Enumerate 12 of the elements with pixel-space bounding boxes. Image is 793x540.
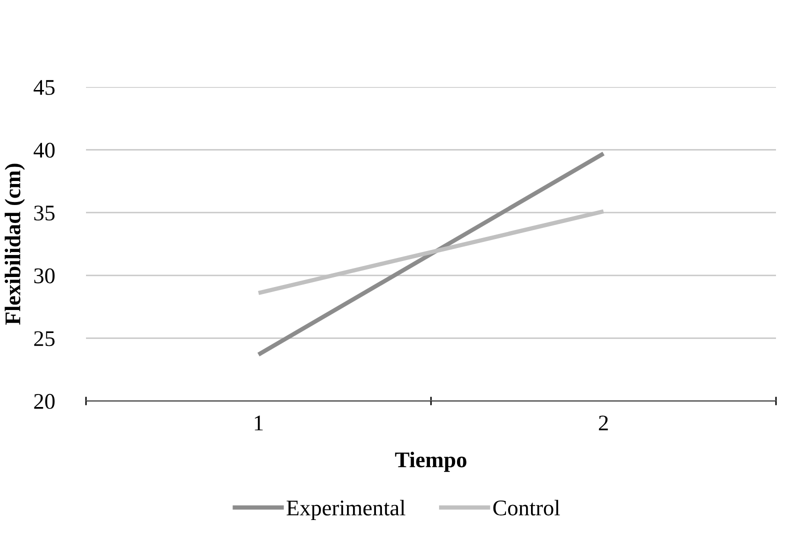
x-axis-title: Tiempo <box>395 452 466 472</box>
legend-label: Control <box>493 500 560 516</box>
y-tick-label: 30 <box>34 268 55 284</box>
x-tick-label: 1 <box>254 416 263 430</box>
y-tick-label: 35 <box>34 206 55 221</box>
x-tick-label: 2 <box>598 416 608 430</box>
y-tick-label: 25 <box>34 331 55 346</box>
y-tick-label: 45 <box>34 80 55 95</box>
y-tick-label: 20 <box>34 394 55 409</box>
legend-label: Experimental <box>286 500 406 520</box>
y-axis-title: Flexibilidad (cm) <box>4 164 25 325</box>
y-tick-label: 40 <box>34 142 55 158</box>
